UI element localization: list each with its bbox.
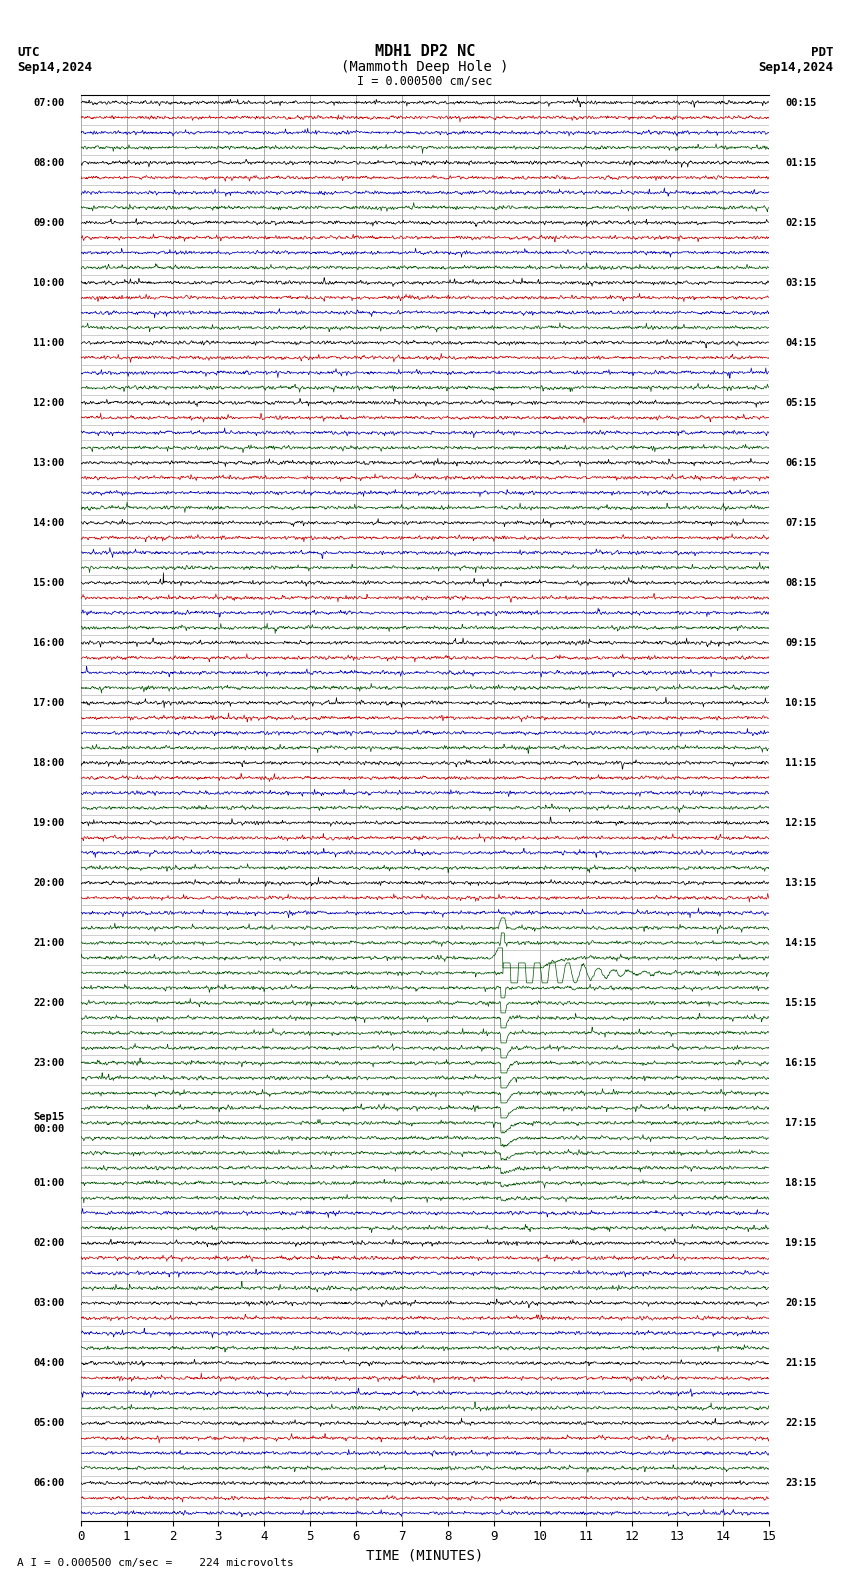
Text: Sep15
00:00: Sep15 00:00	[33, 1112, 65, 1134]
Text: 18:00: 18:00	[33, 757, 65, 768]
Text: 05:00: 05:00	[33, 1418, 65, 1429]
Text: 23:00: 23:00	[33, 1058, 65, 1068]
Text: MDH1 DP2 NC: MDH1 DP2 NC	[375, 44, 475, 59]
Text: 09:00: 09:00	[33, 217, 65, 228]
Text: 06:00: 06:00	[33, 1478, 65, 1487]
Text: I = 0.000500 cm/sec: I = 0.000500 cm/sec	[357, 74, 493, 87]
Text: 10:15: 10:15	[785, 699, 817, 708]
Text: 13:00: 13:00	[33, 458, 65, 467]
Text: 09:15: 09:15	[785, 638, 817, 648]
Text: 11:00: 11:00	[33, 337, 65, 347]
Text: A I = 0.000500 cm/sec =    224 microvolts: A I = 0.000500 cm/sec = 224 microvolts	[17, 1559, 294, 1568]
Text: 14:00: 14:00	[33, 518, 65, 527]
Text: 19:15: 19:15	[785, 1239, 817, 1248]
Text: 16:15: 16:15	[785, 1058, 817, 1068]
Text: 15:15: 15:15	[785, 998, 817, 1007]
Text: 10:00: 10:00	[33, 277, 65, 288]
Text: 01:00: 01:00	[33, 1178, 65, 1188]
Text: Sep14,2024: Sep14,2024	[17, 62, 92, 74]
Text: 17:00: 17:00	[33, 699, 65, 708]
Text: 18:15: 18:15	[785, 1178, 817, 1188]
Text: 22:15: 22:15	[785, 1418, 817, 1429]
Text: 12:00: 12:00	[33, 398, 65, 407]
Text: Sep14,2024: Sep14,2024	[758, 62, 833, 74]
Text: 03:00: 03:00	[33, 1297, 65, 1308]
X-axis label: TIME (MINUTES): TIME (MINUTES)	[366, 1549, 484, 1563]
Text: 19:00: 19:00	[33, 817, 65, 828]
Text: 20:15: 20:15	[785, 1297, 817, 1308]
Text: 08:00: 08:00	[33, 157, 65, 168]
Text: 21:00: 21:00	[33, 938, 65, 947]
Text: 03:15: 03:15	[785, 277, 817, 288]
Text: 20:00: 20:00	[33, 878, 65, 889]
Text: 21:15: 21:15	[785, 1357, 817, 1369]
Text: 01:15: 01:15	[785, 157, 817, 168]
Text: UTC: UTC	[17, 46, 39, 59]
Text: PDT: PDT	[811, 46, 833, 59]
Text: 12:15: 12:15	[785, 817, 817, 828]
Text: 15:00: 15:00	[33, 578, 65, 588]
Text: (Mammoth Deep Hole ): (Mammoth Deep Hole )	[341, 60, 509, 74]
Text: 16:00: 16:00	[33, 638, 65, 648]
Text: 17:15: 17:15	[785, 1118, 817, 1128]
Text: 13:15: 13:15	[785, 878, 817, 889]
Text: 02:15: 02:15	[785, 217, 817, 228]
Text: 22:00: 22:00	[33, 998, 65, 1007]
Text: 07:00: 07:00	[33, 98, 65, 108]
Text: 23:15: 23:15	[785, 1478, 817, 1487]
Text: 11:15: 11:15	[785, 757, 817, 768]
Text: 05:15: 05:15	[785, 398, 817, 407]
Text: 07:15: 07:15	[785, 518, 817, 527]
Text: 08:15: 08:15	[785, 578, 817, 588]
Text: 04:15: 04:15	[785, 337, 817, 347]
Text: 00:15: 00:15	[785, 98, 817, 108]
Text: 04:00: 04:00	[33, 1357, 65, 1369]
Text: 02:00: 02:00	[33, 1239, 65, 1248]
Text: 14:15: 14:15	[785, 938, 817, 947]
Text: 06:15: 06:15	[785, 458, 817, 467]
